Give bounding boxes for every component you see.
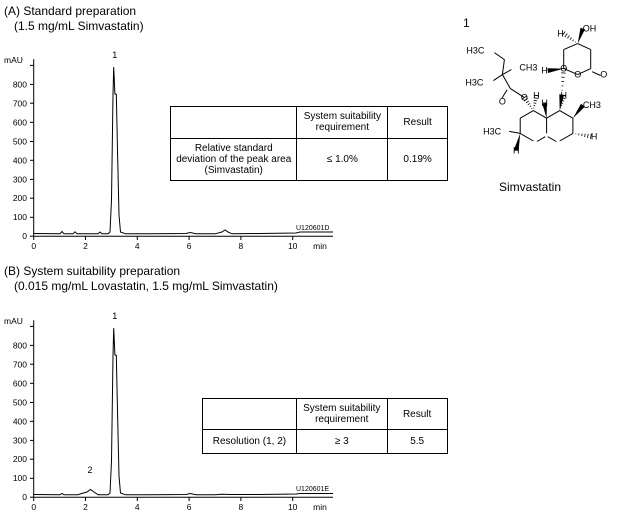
svg-text:Simvastatin: Simvastatin <box>499 180 561 194</box>
svg-text:O: O <box>600 70 607 80</box>
svg-text:O: O <box>574 70 581 80</box>
svg-text:CH3: CH3 <box>583 100 601 110</box>
svg-text:H: H <box>513 145 520 155</box>
svg-text:H: H <box>591 131 598 141</box>
svg-text:1: 1 <box>463 16 470 30</box>
svg-text:H3C: H3C <box>483 126 502 136</box>
svg-text:H: H <box>541 66 548 76</box>
svg-text:O: O <box>521 93 528 103</box>
svg-text:O: O <box>560 64 567 74</box>
svg-text:H3C: H3C <box>465 78 484 88</box>
svg-text:H: H <box>533 91 540 101</box>
svg-text:H: H <box>541 98 548 108</box>
svg-text:CH3: CH3 <box>519 63 537 73</box>
svg-text:H: H <box>560 91 567 101</box>
svg-text:OH: OH <box>583 24 597 34</box>
svg-text:H3C: H3C <box>466 46 485 56</box>
svg-text:O: O <box>499 97 506 107</box>
svg-text:H: H <box>557 29 564 39</box>
